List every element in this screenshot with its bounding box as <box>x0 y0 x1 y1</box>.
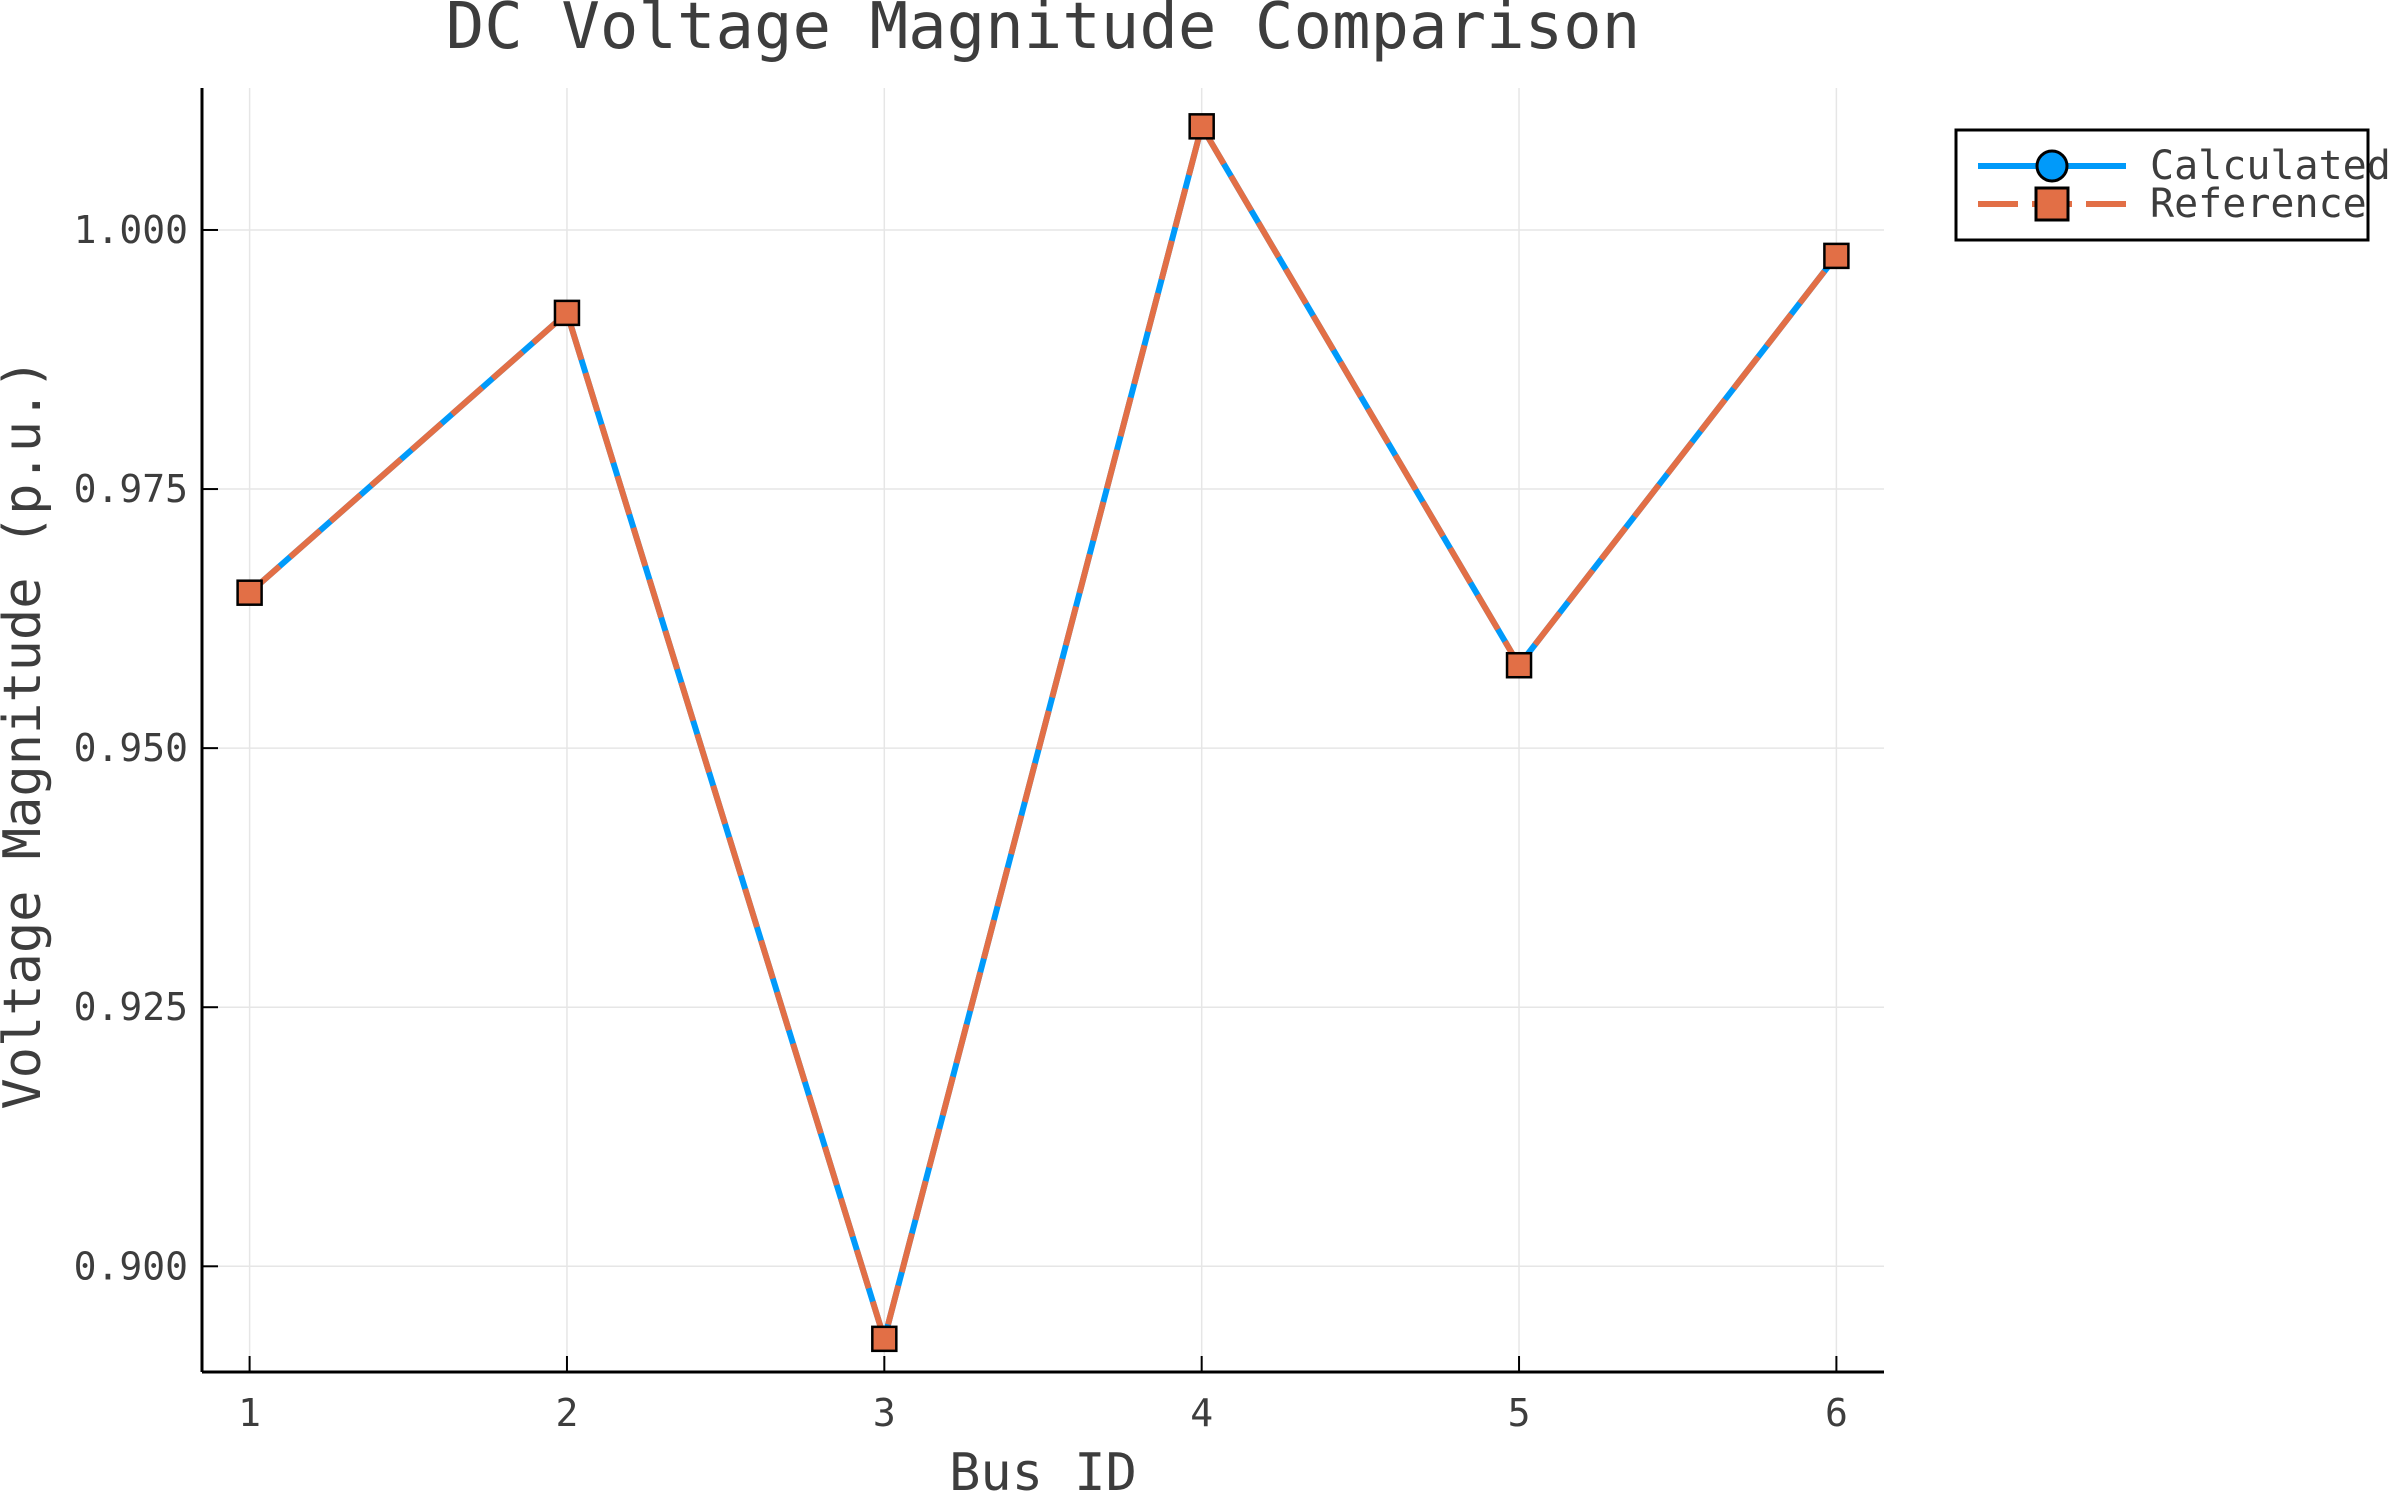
series-lines <box>247 123 1839 1342</box>
point-reference <box>1823 242 1850 270</box>
legend-label-calculated: Calculated <box>2150 143 2391 189</box>
point-reference <box>1505 651 1533 679</box>
y-tick-label: 0.975 <box>74 467 188 511</box>
x-tick-label: 5 <box>1508 1391 1531 1435</box>
legend-label-reference: Reference <box>2150 181 2367 227</box>
series-line-reference <box>247 123 1839 1342</box>
x-tick-label: 1 <box>238 1391 261 1435</box>
y-tick-label: 0.900 <box>74 1244 188 1288</box>
x-axis-label: Bus ID <box>949 1443 1137 1500</box>
point-reference <box>553 299 581 327</box>
axes <box>200 88 1884 1374</box>
y-tick-labels: 0.900 0.925 0.950 0.975 1.000 <box>74 208 188 1288</box>
y-tick-label: 1.000 <box>74 208 188 252</box>
point-reference <box>1188 113 1215 140</box>
x-tick-label: 3 <box>873 1391 896 1435</box>
y-tick-label: 0.950 <box>74 726 188 770</box>
y-axis-label: Voltage Magnitude (p.u.) <box>0 358 53 1109</box>
x-tick-label: 4 <box>1190 1391 1213 1435</box>
legend-marker-calculated <box>2035 149 2069 183</box>
y-tick-label: 0.925 <box>74 985 188 1029</box>
x-tick-label: 6 <box>1825 1391 1848 1435</box>
x-tick-label: 2 <box>556 1391 579 1435</box>
x-tick-labels: 1 2 3 4 5 6 <box>238 1391 1848 1435</box>
series-markers <box>236 113 1850 1353</box>
legend-marker-reference <box>2034 186 2070 222</box>
point-reference <box>236 579 263 606</box>
chart-title: DC Voltage Magnitude Comparison <box>446 0 1640 64</box>
point-reference <box>871 1325 898 1353</box>
legend-box <box>1954 128 2370 242</box>
